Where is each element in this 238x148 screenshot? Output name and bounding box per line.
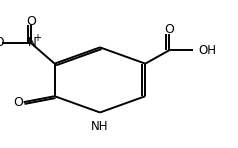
Text: N: N bbox=[28, 36, 36, 49]
Text: +: + bbox=[33, 33, 41, 43]
Text: NH: NH bbox=[91, 120, 109, 133]
Text: OH: OH bbox=[198, 44, 216, 57]
Text: ⁻O: ⁻O bbox=[0, 36, 5, 49]
Text: O: O bbox=[14, 96, 23, 109]
Text: O: O bbox=[26, 15, 36, 28]
Text: O: O bbox=[164, 23, 174, 36]
